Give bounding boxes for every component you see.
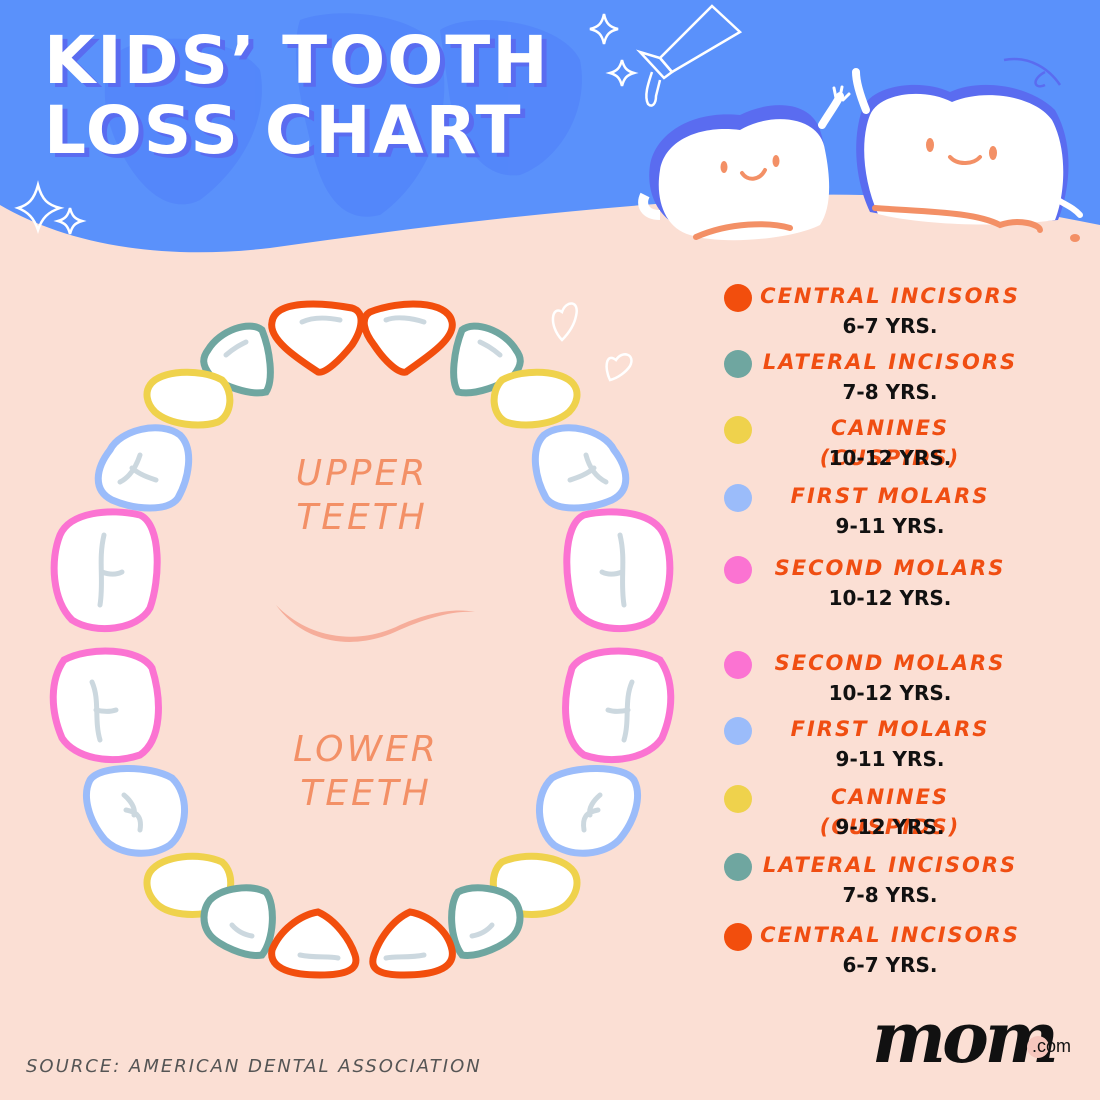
tooth-character-left bbox=[638, 85, 851, 241]
legend-name: CENTRAL INCISORS bbox=[760, 923, 1020, 947]
second-molars-dot-icon bbox=[724, 651, 752, 679]
title-line-1: KIDS’ TOOTH bbox=[44, 22, 550, 99]
legend-name: FIRST MOLARS bbox=[790, 717, 990, 741]
lateral-incisors-dot-icon bbox=[724, 853, 752, 881]
lower-tooth-grooves bbox=[89, 679, 635, 961]
lower-central-incisor-left bbox=[268, 908, 360, 979]
legend-item: CANINES (CUSPIDS) 9-12 YRS. bbox=[720, 782, 1020, 850]
upper-central-incisor-left bbox=[268, 300, 365, 376]
source-credit: SOURCE: AMERICAN DENTAL ASSOCIATION bbox=[26, 1056, 482, 1077]
lower-lateral-incisor-right bbox=[448, 884, 524, 959]
legend-age: 7-8 YRS. bbox=[842, 883, 938, 907]
upper-label-line-1: UPPER bbox=[295, 453, 429, 494]
lateral-incisors-dot-icon bbox=[724, 350, 752, 378]
upper-first-molar-right bbox=[531, 424, 630, 512]
legend-lower: SECOND MOLARS 10-12 YRS. FIRST MOLARS 9-… bbox=[720, 648, 1020, 986]
lower-second-molar-right bbox=[562, 647, 675, 764]
legend-item: CANINES (CUSPIDS) 10-12 YRS. bbox=[720, 413, 1020, 481]
legend-item: SECOND MOLARS 10-12 YRS. bbox=[720, 553, 1020, 619]
legend-name: SECOND MOLARS bbox=[774, 556, 1006, 580]
background-tooth-shapes bbox=[104, 13, 582, 217]
legend-age: 9-11 YRS. bbox=[835, 514, 945, 538]
legend-item: CENTRAL INCISORS 6-7 YRS. bbox=[720, 281, 1020, 347]
logo-dot-decoration bbox=[1027, 1036, 1049, 1058]
legend-name: LATERAL INCISORS bbox=[762, 853, 1018, 877]
lower-label-line-1: LOWER bbox=[293, 729, 439, 770]
legend-name: CANINES (CUSPIDS) bbox=[819, 785, 961, 839]
upper-canine-left bbox=[143, 368, 234, 429]
legend-item: LATERAL INCISORS 7-8 YRS. bbox=[720, 850, 1020, 920]
first-molars-dot-icon bbox=[724, 717, 752, 745]
lower-label-line-2: TEETH bbox=[300, 773, 432, 814]
legend-name: CENTRAL INCISORS bbox=[760, 284, 1020, 308]
legend-item: FIRST MOLARS 9-11 YRS. bbox=[720, 714, 1020, 782]
upper-first-molar-left bbox=[94, 424, 193, 512]
toothpaste-icon bbox=[635, 4, 743, 107]
second-molars-dot-icon bbox=[724, 556, 752, 584]
legend-age: 10-12 YRS. bbox=[828, 446, 952, 470]
logo-main: mom bbox=[872, 996, 1059, 1079]
legend-age: 6-7 YRS. bbox=[842, 953, 938, 977]
lower-teeth bbox=[49, 647, 675, 979]
upper-label-line-2: TEETH bbox=[296, 497, 428, 538]
upper-tooth-grooves bbox=[97, 315, 627, 608]
central-incisors-dot-icon bbox=[724, 923, 752, 951]
upper-second-molar-left bbox=[50, 508, 161, 633]
tooth-character-right bbox=[852, 57, 1083, 242]
first-molars-dot-icon bbox=[724, 484, 752, 512]
legend-age: 7-8 YRS. bbox=[842, 380, 938, 404]
lower-central-incisor-right bbox=[369, 908, 456, 979]
tongue-curve bbox=[276, 605, 475, 642]
legend-item: SECOND MOLARS 10-12 YRS. bbox=[720, 648, 1020, 714]
legend-name: FIRST MOLARS bbox=[790, 484, 990, 508]
heart-icons bbox=[551, 302, 633, 382]
legend-age: 6-7 YRS. bbox=[842, 314, 938, 338]
legend-age: 10-12 YRS. bbox=[828, 586, 952, 610]
sparkle-icons bbox=[14, 13, 639, 235]
lower-teeth-label: LOWER TEETH bbox=[266, 728, 466, 816]
legend-name: LATERAL INCISORS bbox=[762, 350, 1018, 374]
title-line-2: LOSS CHART bbox=[44, 92, 523, 169]
central-incisors-dot-icon bbox=[724, 284, 752, 312]
legend-age: 9-12 YRS. bbox=[835, 815, 945, 839]
legend-upper: CENTRAL INCISORS 6-7 YRS. LATERAL INCISO… bbox=[720, 281, 1020, 619]
canines-dot-icon bbox=[724, 416, 752, 444]
legend-age: 10-12 YRS. bbox=[828, 681, 952, 705]
upper-central-incisor-right bbox=[360, 300, 456, 376]
legend-age: 9-11 YRS. bbox=[835, 747, 945, 771]
upper-teeth-label: UPPER TEETH bbox=[262, 452, 462, 540]
page-title: KIDS’ TOOTH LOSS CHART bbox=[44, 26, 550, 166]
legend-item: CENTRAL INCISORS 6-7 YRS. bbox=[720, 920, 1020, 986]
legend-item: FIRST MOLARS 9-11 YRS. bbox=[720, 481, 1020, 553]
lower-second-molar-left bbox=[49, 647, 162, 764]
mom-com-logo: mom .com bbox=[872, 996, 1082, 1082]
lower-lateral-incisor-left bbox=[200, 884, 276, 959]
legend-name: SECOND MOLARS bbox=[774, 651, 1006, 675]
legend-item: LATERAL INCISORS 7-8 YRS. bbox=[720, 347, 1020, 413]
upper-canine-right bbox=[490, 368, 581, 429]
logo-suffix: .com bbox=[1032, 1036, 1072, 1056]
upper-second-molar-right bbox=[563, 508, 674, 633]
legend-name: CANINES (CUSPIDS) bbox=[819, 416, 961, 470]
canines-dot-icon bbox=[724, 785, 752, 813]
